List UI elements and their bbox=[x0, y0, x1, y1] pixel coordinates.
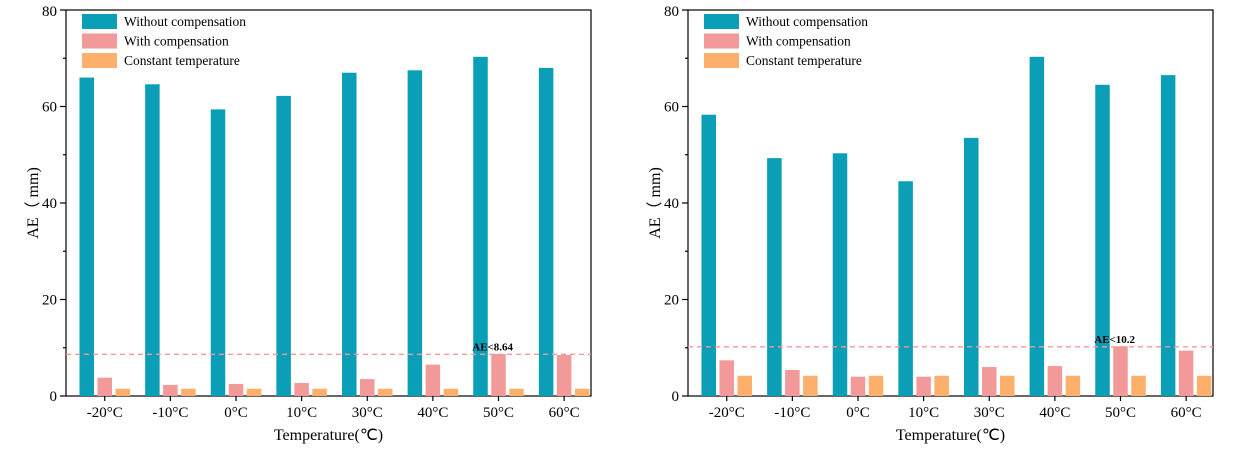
legend-label-with: With compensation bbox=[746, 34, 851, 49]
bar-constant bbox=[803, 375, 818, 396]
legend-label-with: With compensation bbox=[124, 34, 229, 49]
x-tick-label: 60°C bbox=[549, 405, 580, 421]
bar-constant bbox=[1065, 375, 1081, 396]
x-tick-label: 30°C bbox=[974, 405, 1005, 421]
chart-left: 0 20 40 60 80 -20°C -10°C 0°C 10°C 30°C 40°C 50°C 60… bbox=[24, 4, 592, 444]
bar-with bbox=[556, 354, 572, 396]
y-tick-label: 40 bbox=[42, 196, 57, 212]
bar-constant bbox=[1000, 375, 1015, 396]
bar-constant bbox=[378, 388, 393, 396]
bar-with bbox=[1047, 366, 1063, 396]
y-tick-label: 0 bbox=[672, 389, 680, 405]
bar-constant bbox=[246, 388, 262, 396]
bar-without bbox=[342, 72, 357, 396]
bar-without bbox=[701, 114, 716, 396]
threshold-annotation: AE<10.2 bbox=[1094, 334, 1135, 346]
bar-without bbox=[1160, 75, 1176, 396]
bar-constant bbox=[574, 388, 590, 396]
chart-right: 0 20 40 60 80 -20°C -10°C 0°C 10°C 30°C 40°C 50°C 60… bbox=[646, 4, 1214, 444]
x-tick-label: -20°C bbox=[87, 405, 123, 421]
bar-with bbox=[97, 377, 112, 396]
bar-with bbox=[1178, 350, 1194, 396]
bar-without bbox=[407, 70, 423, 396]
bar-with bbox=[360, 379, 375, 396]
bar-with bbox=[719, 360, 734, 396]
bar-constant bbox=[1131, 375, 1146, 396]
bar-with bbox=[916, 376, 931, 396]
bar-without bbox=[276, 95, 291, 396]
x-axis-title: Temperature(℃) bbox=[896, 427, 1005, 444]
bar-with bbox=[163, 384, 178, 396]
bar-constant bbox=[509, 388, 524, 396]
bar-constant bbox=[1196, 375, 1212, 396]
bar-without bbox=[210, 109, 226, 397]
bar-with bbox=[785, 369, 800, 396]
legend-swatch-with bbox=[82, 33, 117, 49]
y-tick-label: 60 bbox=[664, 100, 679, 116]
bar-constant bbox=[737, 375, 752, 396]
bar-with bbox=[294, 382, 309, 396]
y-tick-label: 60 bbox=[42, 100, 57, 116]
x-tick-label: 60°C bbox=[1171, 405, 1202, 421]
legend-label-without: Without compensation bbox=[124, 14, 246, 29]
x-tick-label: 40°C bbox=[417, 405, 448, 421]
x-tick-label: -20°C bbox=[709, 405, 745, 421]
x-tick-label: 0°C bbox=[224, 405, 248, 421]
legend-label-constant: Constant temperature bbox=[746, 53, 862, 68]
legend-swatch-constant bbox=[82, 53, 117, 68]
x-tick-label: -10°C bbox=[152, 405, 188, 421]
x-tick-label: 40°C bbox=[1039, 405, 1070, 421]
bar-constant bbox=[443, 388, 459, 396]
x-tick-label: 50°C bbox=[1105, 405, 1136, 421]
legend-label-without: Without compensation bbox=[746, 14, 868, 29]
x-tick-label: 0°C bbox=[846, 405, 870, 421]
x-tick-label: 30°C bbox=[352, 405, 383, 421]
bar-without bbox=[964, 137, 979, 397]
bar-without bbox=[538, 67, 554, 397]
x-tick-label: 10°C bbox=[286, 405, 317, 421]
bar-with bbox=[491, 354, 506, 396]
bar-with bbox=[1113, 346, 1128, 396]
y-tick-label: 40 bbox=[664, 196, 679, 212]
bar-without bbox=[145, 84, 160, 397]
legend-label-constant: Constant temperature bbox=[124, 53, 240, 68]
bar-with bbox=[982, 367, 997, 396]
x-axis-title: Temperature(℃) bbox=[274, 427, 383, 444]
bar-constant bbox=[312, 388, 327, 396]
bar-with bbox=[850, 376, 866, 396]
y-axis-title: AE（ mm) bbox=[646, 167, 664, 239]
bar-without bbox=[1029, 56, 1045, 397]
threshold-annotation: AE<8.64 bbox=[472, 341, 513, 353]
x-tick-label: -10°C bbox=[774, 405, 810, 421]
bar-without bbox=[767, 158, 782, 396]
y-tick-label: 80 bbox=[42, 4, 57, 20]
y-tick-label: 20 bbox=[664, 293, 679, 309]
x-tick-label: 50°C bbox=[483, 405, 514, 421]
y-axis-title: AE（ mm) bbox=[24, 167, 42, 239]
bar-without bbox=[832, 153, 848, 396]
x-tick-label: 10°C bbox=[908, 405, 939, 421]
bar-constant bbox=[934, 375, 949, 396]
y-tick-label: 0 bbox=[50, 389, 58, 405]
bar-constant bbox=[181, 388, 196, 396]
bar-without bbox=[898, 181, 913, 396]
bar-constant bbox=[115, 388, 130, 396]
bar-constant bbox=[868, 375, 884, 396]
legend-swatch-with bbox=[704, 33, 739, 49]
bar-without bbox=[79, 77, 94, 397]
y-tick-label: 80 bbox=[664, 4, 679, 20]
bar-without bbox=[1095, 84, 1110, 396]
bar-with bbox=[228, 383, 244, 396]
bar-without bbox=[473, 56, 488, 397]
y-tick-label: 20 bbox=[42, 293, 57, 309]
legend-swatch-constant bbox=[704, 53, 739, 68]
legend-swatch-without bbox=[704, 14, 739, 29]
legend-swatch-without bbox=[82, 14, 117, 29]
bar-with bbox=[425, 364, 441, 396]
